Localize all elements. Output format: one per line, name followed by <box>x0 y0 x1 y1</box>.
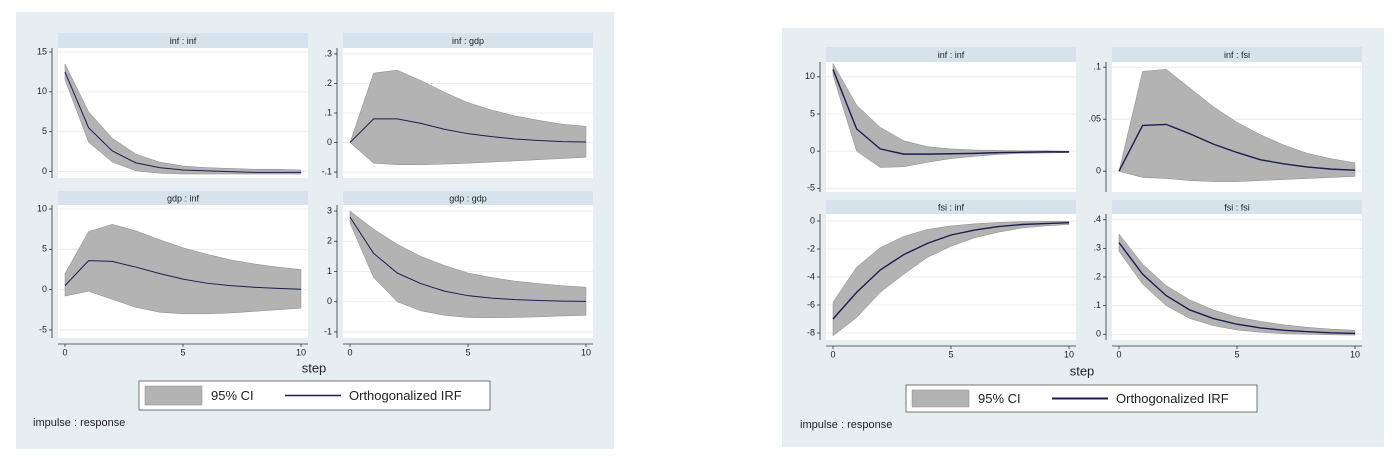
y-tick-label: 10 <box>805 71 815 81</box>
y-tick-label: .1 <box>1093 300 1101 310</box>
y-tick-label: 15 <box>37 46 47 56</box>
ci-band <box>64 63 302 175</box>
x-axis-title: step <box>1070 363 1095 378</box>
legend-swatch <box>911 389 970 408</box>
x-tick-label: 5 <box>948 349 953 359</box>
x-tick-label: 0 <box>1116 349 1121 359</box>
y-tick-label: 2 <box>327 236 332 246</box>
panel-strip <box>58 191 308 205</box>
panel-title: fsi : inf <box>938 202 965 212</box>
y-tick-label: 0 <box>1096 166 1101 176</box>
irf-line <box>1118 242 1356 335</box>
panel-title: inf : fsi <box>1224 50 1250 60</box>
panel-strip <box>1112 47 1362 62</box>
legend-label: 95% CI <box>211 388 254 403</box>
panel-strip <box>826 47 1076 62</box>
ci-band <box>349 210 587 318</box>
x-tick-label: 10 <box>1064 349 1074 359</box>
x-tick-label: 0 <box>830 349 835 359</box>
legend-swatch <box>144 385 203 406</box>
x-tick-label: 0 <box>347 347 352 357</box>
x-axis-title: step <box>302 360 327 375</box>
y-tick-label: -5 <box>39 324 47 334</box>
y-tick-label: 5 <box>42 126 47 136</box>
y-tick-label: -1 <box>324 326 332 336</box>
y-tick-label: -8 <box>807 327 815 337</box>
x-tick-label: 10 <box>581 347 591 357</box>
y-tick-label: .05 <box>1088 114 1101 124</box>
panel-strip <box>1112 200 1362 214</box>
panel-title: inf : inf <box>170 36 197 46</box>
panel-strip <box>343 33 593 48</box>
irf-line <box>349 118 587 143</box>
legend-label: 95% CI <box>978 391 1021 406</box>
panel-title: gdp : gdp <box>449 193 487 203</box>
y-tick-label: -5 <box>807 183 815 193</box>
y-tick-label: -2 <box>807 243 815 253</box>
irf-line <box>832 69 1069 155</box>
x-tick-label: 0 <box>62 347 67 357</box>
panel-strip <box>826 200 1076 214</box>
y-tick-label: 0 <box>810 146 815 156</box>
y-tick-label: .1 <box>1093 62 1101 72</box>
y-tick-label: 5 <box>810 108 815 118</box>
panel-title: inf : gdp <box>452 36 484 46</box>
y-tick-label: 1 <box>327 266 332 276</box>
y-tick-label: 0 <box>42 166 47 176</box>
note: impulse : response <box>33 417 125 429</box>
y-tick-label: 0 <box>42 284 47 294</box>
irf-line <box>64 71 301 173</box>
x-tick-label: 5 <box>1234 349 1239 359</box>
irf-line <box>832 221 1070 320</box>
x-tick-label: 10 <box>1350 349 1360 359</box>
panel-title: inf : inf <box>938 50 965 60</box>
legend-label: Orthogonalized IRF <box>349 388 462 403</box>
y-tick-label: 5 <box>42 244 47 254</box>
irf-line <box>1118 123 1356 172</box>
y-tick-label: -.1 <box>321 166 332 176</box>
y-tick-label: .2 <box>1093 271 1101 281</box>
ci-band <box>832 62 1070 168</box>
legend-label: Orthogonalized IRF <box>1116 391 1229 406</box>
x-tick-label: 5 <box>180 347 185 357</box>
y-tick-label: -6 <box>807 299 815 309</box>
y-tick-label: .3 <box>324 48 332 58</box>
panel-strip <box>58 33 308 48</box>
y-tick-label: .4 <box>1093 214 1101 224</box>
plot-area <box>58 48 308 178</box>
y-tick-label: 10 <box>37 86 47 96</box>
y-tick-label: .2 <box>324 78 332 88</box>
irf-line <box>349 216 587 302</box>
y-tick-label: 10 <box>37 203 47 213</box>
y-tick-label: 0 <box>327 137 332 147</box>
ci-band <box>1118 233 1356 336</box>
y-tick-label: 3 <box>327 205 332 215</box>
y-tick-label: .3 <box>1093 243 1101 253</box>
x-tick-label: 5 <box>465 347 470 357</box>
y-tick-label: 0 <box>327 296 332 306</box>
x-tick-label: 10 <box>296 347 306 357</box>
y-tick-label: 0 <box>1096 329 1101 339</box>
panel-strip <box>343 191 593 205</box>
y-tick-label: -4 <box>807 271 815 281</box>
y-tick-label: 0 <box>810 215 815 225</box>
y-tick-label: .1 <box>324 107 332 117</box>
panel-title: gdp : inf <box>167 193 200 203</box>
panel-title: fsi : fsi <box>1224 202 1250 212</box>
ci-band <box>64 224 302 315</box>
note: impulse : response <box>800 419 892 431</box>
ci-band <box>832 221 1070 337</box>
irf-line <box>64 260 302 290</box>
